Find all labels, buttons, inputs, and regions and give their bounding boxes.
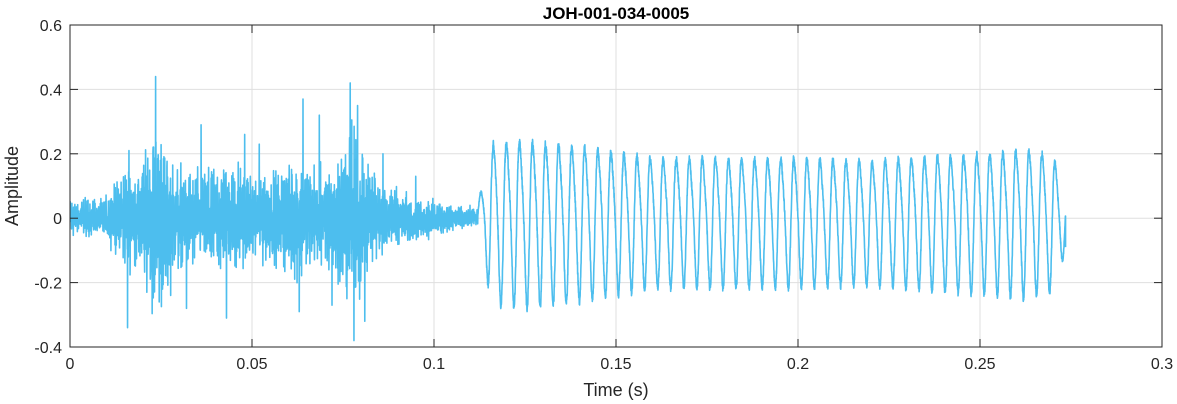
y-tick-label: 0 [53,211,62,228]
x-tick-label: 0.3 [1151,356,1173,373]
y-tick-label: 0.6 [40,18,62,35]
axis-tick-labels: 0 0.05 0.1 0.15 0.2 0.25 0.3 -0.4 -0.2 0 0.2 0.4 0.6 [34,18,1173,373]
y-tick-label: 0.2 [40,147,62,164]
chart-title: JOH-001-034-0005 [543,4,689,23]
x-tick-label: 0.25 [964,356,995,373]
waveform-series-line [70,75,1067,342]
y-tick-label: 0.4 [40,82,62,99]
axis-ticks [69,24,1163,348]
y-tick-label: -0.4 [34,340,62,357]
x-axis-title: Time (s) [583,380,648,400]
x-tick-label: 0 [66,356,75,373]
x-tick-label: 0.2 [787,356,809,373]
x-tick-label: 0.1 [423,356,445,373]
y-axis-title: Amplitude [2,146,22,226]
x-tick-label: 0.15 [600,356,631,373]
x-tick-label: 0.05 [236,356,267,373]
y-tick-label: -0.2 [34,276,62,293]
plot-area [70,75,1067,342]
